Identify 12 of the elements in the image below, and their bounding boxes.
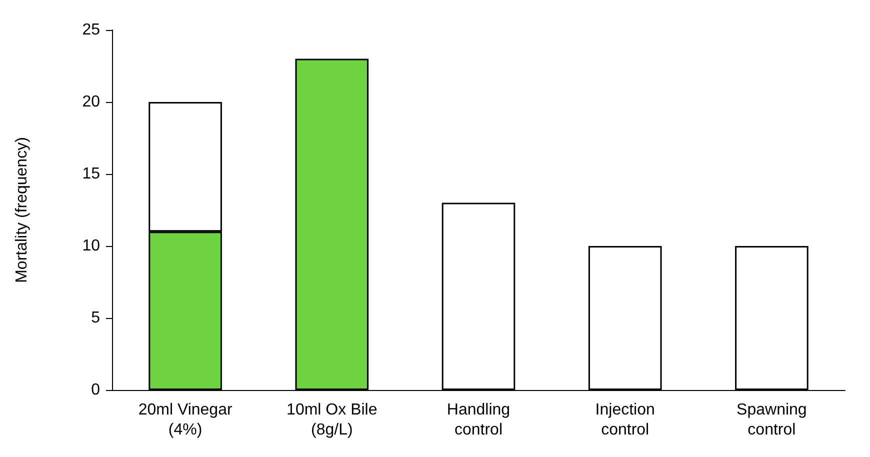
x-tick-label: 20ml Vinegar (4%) xyxy=(138,402,233,438)
y-tick-label: 10 xyxy=(82,238,100,254)
y-tick-label: 0 xyxy=(91,382,100,398)
x-tick-label: Handling control xyxy=(446,402,510,438)
x-tick-label: Spawning control xyxy=(736,402,807,438)
y-tick-label: 5 xyxy=(91,310,100,326)
y-tick-label: 20 xyxy=(82,94,100,110)
x-tick-label: 10ml Ox Bile (8g/L) xyxy=(286,402,378,438)
y-tick-label: 15 xyxy=(82,166,100,182)
y-tick-label: 25 xyxy=(82,22,100,38)
x-tick-label: Injection control xyxy=(595,402,655,438)
y-axis-title: Mortality (frequency) xyxy=(14,137,30,283)
